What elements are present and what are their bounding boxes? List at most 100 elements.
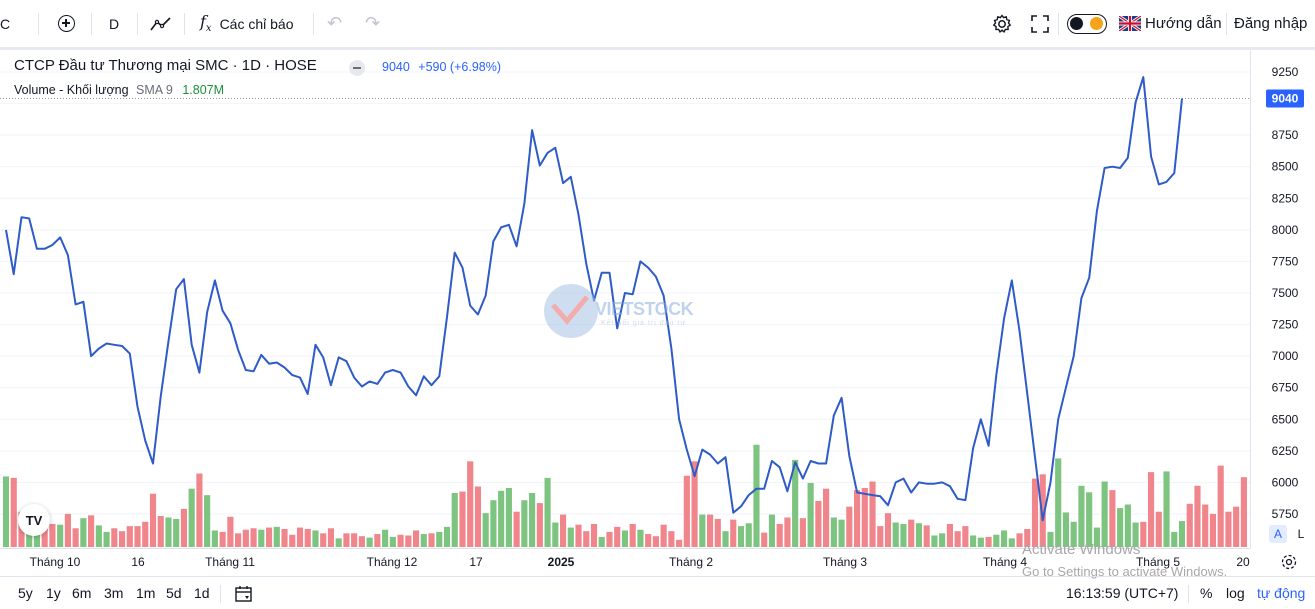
bottom-divider bbox=[1188, 585, 1189, 603]
log-scale-toggle[interactable]: log bbox=[1226, 585, 1245, 601]
volume-bar bbox=[637, 529, 644, 547]
volume-bar bbox=[830, 517, 837, 547]
top-toolbar: C D fx Các chỉ báo ↶ ↷ bbox=[0, 0, 1315, 50]
range-button-5d[interactable]: 5d bbox=[166, 585, 182, 601]
login-button[interactable]: Đăng nhập bbox=[1234, 0, 1307, 47]
watermark-brand: VIETSTOCK bbox=[595, 299, 694, 319]
volume-bar bbox=[149, 493, 157, 547]
time-axis[interactable]: Tháng 10 16 Tháng 11 Tháng 12 17 2025 Tháng 2 T… bbox=[0, 548, 1250, 576]
interval-button[interactable]: D bbox=[109, 0, 119, 47]
range-button-3m[interactable]: 3m bbox=[104, 585, 124, 601]
log-scale-button[interactable]: L bbox=[1292, 525, 1310, 543]
volume-bar bbox=[80, 518, 87, 547]
volume-bar bbox=[405, 535, 412, 547]
volume-bar bbox=[977, 537, 984, 547]
volume-bar bbox=[552, 522, 559, 547]
volume-bar bbox=[49, 523, 56, 547]
volume-bar bbox=[1202, 504, 1209, 547]
guide-button[interactable]: Hướng dẫn bbox=[1119, 0, 1222, 47]
volume-bar bbox=[412, 530, 420, 547]
hide-series-icon[interactable] bbox=[349, 60, 365, 76]
time-tick-label: Tháng 3 bbox=[823, 555, 867, 569]
range-button-6m[interactable]: 6m bbox=[72, 585, 92, 601]
login-label: Đăng nhập bbox=[1234, 15, 1308, 32]
volume-bar bbox=[358, 536, 365, 547]
compare-symbol-button[interactable] bbox=[58, 0, 75, 47]
symbol-search[interactable]: C bbox=[0, 0, 10, 47]
price-chart[interactable] bbox=[0, 50, 1250, 548]
volume-bar bbox=[1117, 508, 1124, 547]
range-button-1y[interactable]: 1y bbox=[46, 585, 61, 601]
calendar-icon bbox=[235, 586, 252, 602]
volume-bar bbox=[335, 538, 342, 547]
volume-bar bbox=[567, 527, 574, 547]
axis-settings-button[interactable] bbox=[1280, 553, 1298, 576]
volume-bar bbox=[498, 490, 505, 547]
price-tick-label: 8000 bbox=[1272, 223, 1299, 237]
volume-bar bbox=[668, 531, 675, 547]
volume-bar bbox=[776, 523, 783, 547]
volume-bar bbox=[250, 528, 257, 547]
redo-icon: ↷ bbox=[365, 13, 381, 33]
volume-bar bbox=[768, 514, 776, 547]
volume-bar bbox=[869, 481, 876, 547]
range-button-1m[interactable]: 1m bbox=[136, 585, 156, 601]
volume-bars bbox=[2, 444, 1247, 547]
volume-bar bbox=[505, 487, 512, 547]
volume-bar bbox=[621, 530, 629, 547]
volume-bar bbox=[536, 503, 543, 547]
fullscreen-button[interactable] bbox=[1031, 0, 1049, 47]
volume-bar bbox=[320, 533, 327, 547]
volume-legend[interactable]: Volume - Khối lượng SMA 9 1.807M bbox=[14, 83, 224, 97]
volume-bar bbox=[699, 514, 706, 547]
theme-toggle[interactable] bbox=[1067, 0, 1107, 47]
add-symbol-icon bbox=[58, 15, 75, 32]
toolbar-divider bbox=[313, 13, 314, 35]
indicators-button[interactable]: fx Các chỉ báo bbox=[200, 0, 294, 47]
chart-type-button[interactable] bbox=[149, 0, 173, 47]
volume-bar bbox=[1008, 538, 1015, 547]
clock-display[interactable]: 16:13:59 (UTC+7) bbox=[1066, 585, 1179, 601]
volume-bar bbox=[281, 529, 288, 547]
volume-bar bbox=[1155, 511, 1162, 547]
time-tick-label: Tháng 4 bbox=[983, 555, 1027, 569]
redo-button[interactable]: ↷ bbox=[365, 0, 380, 47]
activate-windows-title: Activate Windows bbox=[1022, 541, 1141, 558]
volume-bar bbox=[838, 519, 845, 547]
symbol-legend-title[interactable]: CTCP Đầu tư Thương mại SMC · 1D · HOSE bbox=[14, 57, 317, 74]
range-button-5y[interactable]: 5y bbox=[18, 585, 33, 601]
volume-bar bbox=[420, 534, 427, 547]
undo-button[interactable]: ↶ bbox=[327, 0, 342, 47]
sun-icon bbox=[1090, 16, 1103, 30]
toolbar-divider bbox=[184, 13, 185, 35]
volume-bar bbox=[397, 534, 404, 547]
volume-bar bbox=[459, 491, 466, 547]
price-tick-label: 8500 bbox=[1272, 160, 1299, 174]
symbol-fragment: C bbox=[0, 15, 11, 32]
tradingview-logo[interactable]: TV bbox=[18, 504, 50, 536]
volume-bar bbox=[142, 521, 149, 547]
sma-value: 1.807M bbox=[182, 83, 225, 97]
volume-bar bbox=[157, 516, 164, 547]
volume-bar bbox=[846, 506, 853, 547]
volume-bar bbox=[1109, 490, 1116, 547]
volume-bar bbox=[1055, 458, 1062, 547]
volume-bar bbox=[1194, 485, 1201, 547]
volume-bar bbox=[559, 514, 567, 547]
auto-scale-toggle[interactable]: tự động bbox=[1257, 585, 1306, 601]
volume-bar bbox=[382, 529, 389, 547]
price-axis[interactable]: 9250900087508500825080007750750072507000… bbox=[1250, 50, 1315, 548]
range-button-1d[interactable]: 1d bbox=[194, 585, 210, 601]
price-tick-label: 8250 bbox=[1272, 191, 1299, 205]
volume-bar bbox=[258, 529, 265, 547]
auto-scale-button[interactable]: A bbox=[1269, 525, 1287, 543]
uk-flag-icon bbox=[1119, 16, 1141, 31]
settings-button[interactable] bbox=[991, 0, 1013, 47]
volume-bar bbox=[799, 518, 806, 547]
volume-bar bbox=[892, 522, 899, 547]
go-to-date-button[interactable] bbox=[234, 584, 254, 609]
price-tick-label: 9250 bbox=[1272, 65, 1299, 79]
percent-scale-toggle[interactable]: % bbox=[1200, 585, 1213, 601]
volume-bar bbox=[1093, 527, 1100, 547]
volume-bar bbox=[544, 477, 551, 547]
